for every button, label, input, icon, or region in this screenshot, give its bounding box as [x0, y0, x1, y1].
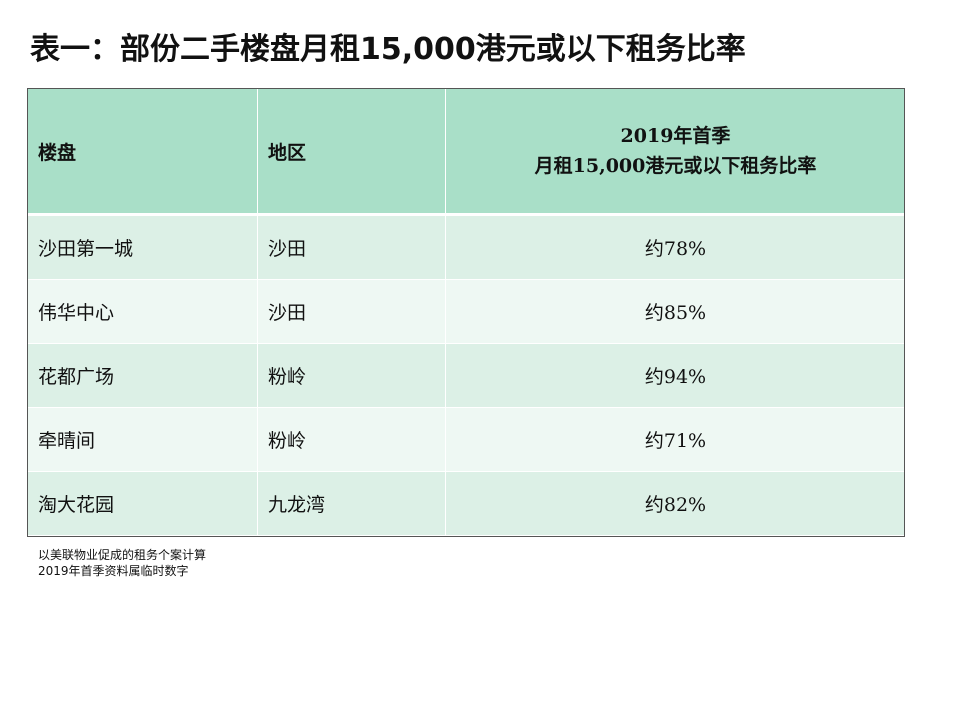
footnote: 2019年首季资料属临时数字: [38, 564, 189, 578]
cell-ratio: 约82%: [445, 471, 906, 536]
table-row: 伟华中心 沙田 约85%: [27, 279, 906, 344]
header-district: 地区: [257, 88, 446, 216]
page-title: 表一：部份二手楼盘月租15,000港元或以下租务比率: [30, 32, 746, 67]
header-estate: 楼盘: [27, 88, 258, 216]
table-header-row: 楼盘 地区 2019年首季 月租15,000港元或以下租务比率: [27, 88, 906, 216]
cell-estate: 牵晴间: [27, 407, 258, 472]
header-ratio-line1: 2019年首季: [620, 125, 731, 147]
cell-ratio: 约94%: [445, 343, 906, 408]
table-row: 沙田第一城 沙田 约78%: [27, 214, 906, 280]
cell-district: 九龙湾: [257, 471, 446, 536]
rental-ratio-table: 楼盘 地区 2019年首季 月租15,000港元或以下租务比率 沙田第一城 沙田…: [27, 88, 906, 536]
cell-estate: 淘大花园: [27, 471, 258, 536]
footnote: 以美联物业促成的租务个案计算: [38, 548, 207, 562]
cell-estate: 伟华中心: [27, 279, 258, 344]
cell-ratio: 约71%: [445, 407, 906, 472]
cell-estate: 花都广场: [27, 343, 258, 408]
table-row: 淘大花园 九龙湾 约82%: [27, 471, 906, 536]
cell-district: 沙田: [257, 279, 446, 344]
footnotes: 以美联物业促成的租务个案计算 2019年首季资料属临时数字: [38, 547, 206, 579]
table-row: 花都广场 粉岭 约94%: [27, 343, 906, 408]
cell-ratio: 约78%: [445, 214, 906, 280]
cell-ratio: 约85%: [445, 279, 906, 344]
cell-district: 沙田: [257, 214, 446, 280]
cell-estate: 沙田第一城: [27, 214, 258, 280]
cell-district: 粉岭: [257, 343, 446, 408]
header-ratio-line2: 月租15,000港元或以下租务比率: [534, 155, 817, 177]
header-ratio: 2019年首季 月租15,000港元或以下租务比率: [445, 88, 906, 216]
table-row: 牵晴间 粉岭 约71%: [27, 407, 906, 472]
cell-district: 粉岭: [257, 407, 446, 472]
